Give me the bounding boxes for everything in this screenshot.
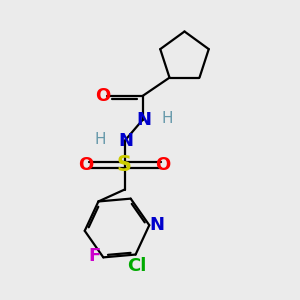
- Text: N: N: [150, 216, 165, 234]
- Text: Cl: Cl: [128, 257, 147, 275]
- Text: H: H: [161, 111, 173, 126]
- Text: H: H: [94, 132, 106, 147]
- Text: S: S: [117, 155, 132, 175]
- Text: N: N: [137, 111, 152, 129]
- Text: O: O: [79, 156, 94, 174]
- Text: N: N: [119, 132, 134, 150]
- Text: O: O: [95, 87, 110, 105]
- Text: O: O: [155, 156, 170, 174]
- Text: F: F: [88, 247, 100, 265]
